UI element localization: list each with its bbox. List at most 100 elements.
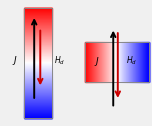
Bar	[24, 49, 52, 50]
Bar	[24, 31, 52, 32]
Bar	[24, 44, 52, 45]
Bar	[24, 80, 52, 81]
Bar	[24, 10, 52, 11]
Bar	[136, 42, 137, 82]
Bar	[24, 46, 52, 47]
Bar	[109, 42, 110, 82]
Bar	[24, 65, 52, 66]
Bar	[139, 42, 140, 82]
Bar	[24, 87, 52, 88]
Bar	[24, 33, 52, 34]
Bar	[24, 105, 52, 106]
Bar	[24, 70, 52, 71]
Bar	[87, 42, 88, 82]
Bar	[113, 42, 114, 82]
Bar	[24, 101, 52, 102]
Bar	[122, 42, 123, 82]
Bar	[24, 88, 52, 89]
Bar	[104, 42, 105, 82]
Bar	[24, 8, 52, 9]
Text: $H_d$: $H_d$	[54, 54, 65, 67]
Bar	[141, 42, 142, 82]
Bar	[24, 92, 52, 93]
Bar	[133, 42, 134, 82]
Bar	[24, 14, 52, 15]
Bar	[24, 16, 52, 17]
Bar	[127, 42, 128, 82]
Bar	[24, 19, 52, 20]
Bar	[93, 42, 94, 82]
Bar	[24, 28, 52, 29]
Bar	[24, 86, 52, 87]
Bar	[24, 84, 52, 85]
Bar	[24, 117, 52, 118]
Bar	[24, 106, 52, 107]
Bar	[24, 99, 52, 100]
Bar	[97, 42, 98, 82]
Bar	[145, 42, 146, 82]
Bar	[24, 114, 52, 115]
Bar	[24, 12, 52, 13]
Bar	[110, 42, 111, 82]
Bar	[24, 56, 52, 57]
Bar	[114, 42, 115, 82]
Text: $J$: $J$	[94, 55, 99, 68]
Bar	[24, 17, 52, 18]
Bar	[115, 42, 116, 82]
Bar	[24, 29, 52, 30]
Bar	[24, 51, 52, 52]
Bar	[24, 52, 52, 53]
Bar	[24, 66, 52, 67]
Bar	[24, 108, 52, 109]
Bar	[24, 81, 52, 82]
Bar	[86, 42, 87, 82]
Bar	[96, 42, 97, 82]
Bar	[94, 42, 95, 82]
Bar	[24, 61, 52, 62]
Bar	[123, 42, 124, 82]
Bar	[24, 76, 52, 77]
Bar	[24, 95, 52, 96]
Bar	[135, 42, 136, 82]
Bar	[24, 112, 52, 113]
Bar	[24, 55, 52, 56]
Bar	[120, 42, 121, 82]
Bar	[24, 37, 52, 38]
Bar	[24, 21, 52, 22]
Bar	[85, 42, 86, 82]
Bar	[131, 42, 132, 82]
Bar	[24, 93, 52, 94]
Bar	[24, 15, 52, 16]
Bar	[24, 111, 52, 112]
Bar	[142, 42, 143, 82]
Bar	[24, 74, 52, 75]
Bar	[24, 116, 52, 117]
Bar	[24, 103, 52, 104]
Bar	[24, 30, 52, 31]
Bar	[108, 42, 109, 82]
Bar	[137, 42, 138, 82]
Bar	[24, 98, 52, 99]
Bar	[107, 42, 108, 82]
Bar	[24, 94, 52, 95]
Bar	[116, 42, 117, 82]
Bar	[101, 42, 102, 82]
Bar	[24, 11, 52, 12]
Bar	[24, 91, 52, 92]
Bar	[24, 25, 52, 26]
Bar	[129, 42, 130, 82]
Bar	[24, 47, 52, 48]
Bar	[24, 90, 52, 91]
Bar	[24, 50, 52, 51]
Bar	[24, 82, 52, 83]
Bar	[24, 53, 52, 54]
Bar	[144, 42, 145, 82]
Bar	[24, 96, 52, 97]
Bar	[24, 8, 52, 118]
Bar	[148, 42, 149, 82]
Bar	[24, 109, 52, 110]
Bar	[24, 40, 52, 41]
Bar	[24, 100, 52, 101]
Bar	[24, 39, 52, 40]
Bar	[24, 104, 52, 105]
